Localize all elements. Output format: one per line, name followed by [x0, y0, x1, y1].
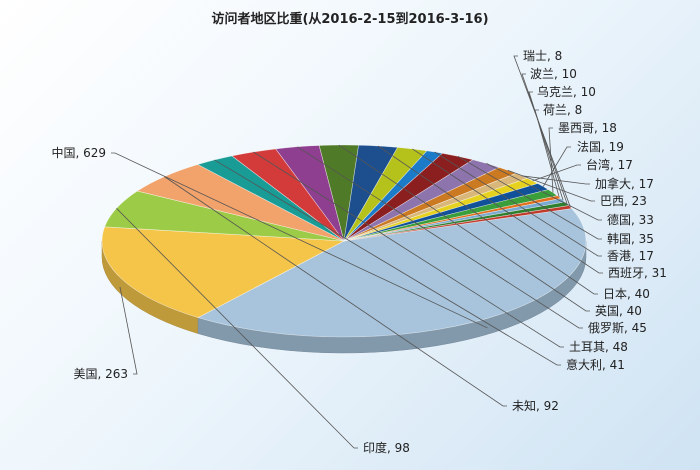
label-西班牙: 西班牙, 31 — [608, 266, 667, 280]
label-墨西哥: 墨西哥, 18 — [558, 121, 617, 135]
leader-中国 — [111, 152, 488, 329]
leader-土耳其 — [253, 151, 564, 348]
leader-台湾 — [532, 164, 581, 182]
label-乌克兰: 乌克兰, 10 — [537, 84, 596, 99]
leader-lines — [111, 55, 603, 449]
label-波兰: 波兰, 10 — [530, 67, 577, 81]
label-中国: 中国, 629 — [51, 145, 106, 160]
leader-意大利 — [214, 159, 561, 366]
label-日本: 日本, 40 — [603, 287, 650, 301]
data-labels: 中国, 629 美国, 263 印度, 98 未知, 92 意大利, 41 土耳其, 48… — [51, 49, 666, 455]
label-台湾: 台湾, 17 — [586, 157, 633, 172]
label-荷兰: 荷兰, 8 — [543, 103, 582, 117]
leader-俄罗斯 — [297, 146, 583, 329]
leader-未知 — [164, 176, 507, 407]
leader-德国 — [486, 163, 602, 221]
label-法国: 法国, 19 — [577, 140, 624, 154]
label-美国: 美国, 263 — [73, 367, 128, 381]
leader-法国 — [542, 146, 571, 187]
leader-西班牙 — [412, 148, 603, 274]
chart-title: 访问者地区比重(从2016-2-15到2016-3-16) — [211, 12, 489, 27]
label-印度: 印度, 98 — [363, 440, 410, 455]
label-意大利: 意大利, 41 — [566, 357, 625, 372]
leader-波兰 — [521, 73, 568, 204]
leader-瑞士 — [513, 55, 571, 208]
label-加拿大: 加拿大, 17 — [595, 176, 654, 191]
leader-印度 — [116, 208, 358, 449]
label-土耳其: 土耳其, 48 — [569, 340, 628, 354]
leader-日本 — [378, 145, 598, 295]
leader-巴西 — [507, 169, 595, 202]
leader-英国 — [338, 144, 590, 312]
leader-香港 — [434, 151, 602, 257]
pie-top — [101, 144, 587, 338]
label-瑞士: 瑞士, 8 — [523, 49, 562, 63]
leader-加拿大 — [521, 175, 590, 185]
label-香港: 香港, 17 — [607, 249, 654, 263]
pie-slice-美国[interactable] — [101, 226, 346, 318]
pie-slice-中国[interactable] — [197, 208, 587, 338]
leader-乌克兰 — [528, 91, 564, 201]
leader-韩国 — [457, 155, 602, 240]
label-巴西: 巴西, 23 — [600, 194, 647, 208]
label-韩国: 韩国, 35 — [607, 231, 654, 246]
label-英国: 英国, 40 — [595, 304, 642, 318]
leader-美国 — [119, 286, 138, 375]
label-德国: 德国, 33 — [607, 212, 654, 227]
label-未知: 未知, 92 — [512, 399, 559, 413]
label-俄罗斯: 俄罗斯, 45 — [588, 321, 647, 335]
